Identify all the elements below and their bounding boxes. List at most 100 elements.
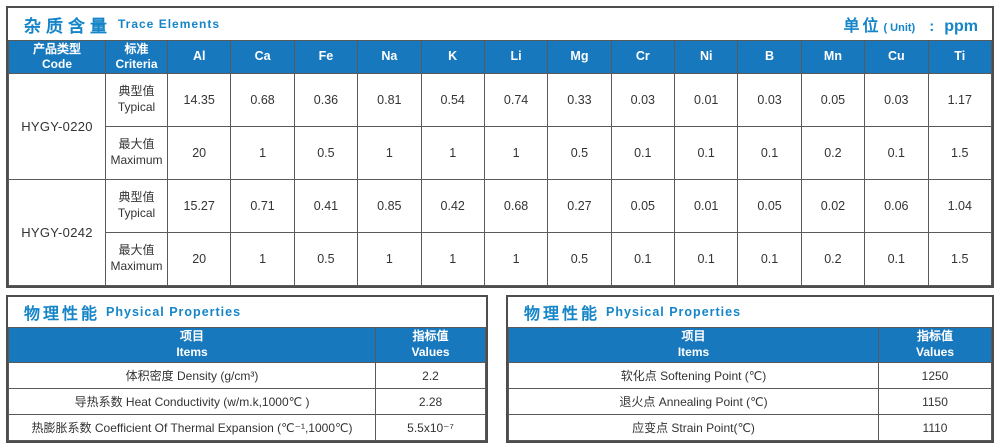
criteria-typical-en: Typical [117, 206, 156, 220]
physical-left-table: 项目 Items 指标值 Values 体积密度 Density (g/cm³)… [8, 327, 486, 441]
value-cell: 0.05 [610, 179, 676, 233]
column-header-element-mg: Mg [547, 40, 612, 74]
physical-left-titlebar: 物理性能 Physical Properties [8, 297, 486, 327]
criteria-maximum-en: Maximum [110, 153, 163, 167]
physical-right-table: 项目 Items 指标值 Values 软化点 Softening Point … [508, 327, 992, 441]
value-cell: 0.03 [610, 73, 676, 127]
criteria-typical-zh: 典型值 [118, 190, 155, 205]
value-cell: 0.68 [483, 179, 549, 233]
items-header-zh: 项目 [179, 329, 204, 344]
column-header-values: 指标值 Values [878, 327, 992, 363]
criteria-maximum-cell: 最大值 Maximum [105, 232, 168, 286]
value-cell: 1 [483, 232, 549, 286]
value-cell: 0.1 [737, 126, 802, 180]
table-row: 应变点 Strain Point(℃) 1110 [508, 414, 992, 441]
property-value-density: 2.2 [375, 362, 486, 389]
physical-right-title-en: Physical Properties [606, 305, 742, 319]
value-cell: 0.03 [864, 73, 929, 127]
property-item-heat-conductivity: 导热系数 Heat Conductivity (w/m.k,1000℃ ) [8, 388, 376, 415]
value-cell: 1.5 [927, 232, 992, 286]
trace-title-zh: 杂质含量 [24, 16, 112, 36]
physical-right-titlebar: 物理性能 Physical Properties [508, 297, 992, 327]
property-value-thermal-expansion: 5.5x10⁻⁷ [375, 414, 486, 441]
value-cell: 0.06 [864, 179, 929, 233]
product-code-hygy-0242: HYGY-0242 [8, 179, 106, 286]
value-cell: 0.41 [293, 179, 359, 233]
criteria-maximum-cell: 最大值 Maximum [105, 126, 168, 180]
property-item-thermal-expansion: 热膨胀系数 Coefficient Of Thermal Expansion (… [8, 414, 376, 441]
value-cell: 0.5 [547, 126, 612, 180]
value-cell: 0.02 [800, 179, 866, 233]
value-cell: 0.1 [737, 232, 802, 286]
value-cell: 0.05 [737, 179, 802, 233]
criteria-header-en: Criteria [115, 57, 158, 71]
value-cell: 1 [357, 126, 422, 180]
column-header-items: 项目 Items [8, 327, 376, 363]
value-cell: 0.1 [864, 232, 929, 286]
column-header-element-ti: Ti [927, 40, 992, 74]
property-item-density: 体积密度 Density (g/cm³) [8, 362, 376, 389]
unit-value: ppm [944, 18, 978, 35]
column-header-element-ni: Ni [673, 40, 739, 74]
value-cell: 0.36 [293, 73, 359, 127]
physical-left-header-row: 项目 Items 指标值 Values [8, 327, 486, 363]
physical-right-title-zh: 物理性能 [524, 306, 601, 323]
criteria-header-zh: 标准 [124, 42, 149, 56]
criteria-typical-en: Typical [117, 100, 156, 114]
column-header-element-ca: Ca [230, 40, 295, 74]
trace-elements-table: 产品类型 Code 标准 Criteria Al Ca Fe Na K Li M… [8, 40, 992, 286]
column-header-element-b: B [737, 40, 802, 74]
column-header-items: 项目 Items [508, 327, 879, 363]
criteria-maximum-en: Maximum [110, 259, 163, 273]
values-header-en: Values [915, 345, 955, 359]
value-cell: 0.81 [357, 73, 422, 127]
table-row: 体积密度 Density (g/cm³) 2.2 [8, 362, 486, 389]
value-cell: 0.74 [483, 73, 549, 127]
property-value-heat-conductivity: 2.28 [375, 388, 486, 415]
table-row: HYGY-0220 典型值 Typical 14.35 0.68 0.36 0.… [8, 73, 992, 180]
unit-label-zh: 单位 [843, 18, 882, 35]
physical-properties-left-section: 物理性能 Physical Properties 项目 Items 指标值 Va… [6, 295, 488, 443]
code-header-zh: 产品类型 [32, 42, 81, 56]
physical-left-title-en: Physical Properties [106, 305, 242, 319]
column-header-element-na: Na [357, 40, 422, 74]
trace-header-row: 产品类型 Code 标准 Criteria Al Ca Fe Na K Li M… [8, 40, 992, 74]
value-cell: 1.04 [927, 179, 992, 233]
items-header-en: Items [176, 345, 208, 359]
items-header-zh: 项目 [681, 329, 706, 344]
column-header-element-mn: Mn [800, 40, 866, 74]
value-cell: 1.17 [927, 73, 992, 127]
property-item-strain-point: 应变点 Strain Point(℃) [508, 414, 879, 441]
table-row: 导热系数 Heat Conductivity (w/m.k,1000℃ ) 2.… [8, 388, 486, 415]
criteria-maximum-zh: 最大值 [118, 137, 155, 152]
table-row: HYGY-0242 典型值 Typical 15.27 0.71 0.41 0.… [8, 179, 992, 286]
trace-elements-section: 杂质含量 Trace Elements 单位 ( Unit) : ppm 产品类… [6, 6, 994, 288]
value-cell: 0.01 [673, 179, 739, 233]
unit-label-en: ( Unit) [883, 22, 916, 34]
value-cell: 0.1 [864, 126, 929, 180]
property-value-softening-point: 1250 [878, 362, 992, 389]
column-header-element-k: K [420, 40, 485, 74]
value-cell: 0.1 [673, 232, 739, 286]
column-header-element-cu: Cu [864, 40, 929, 74]
value-cell: 1.5 [927, 126, 992, 180]
value-cell: 1 [230, 232, 295, 286]
value-cell: 0.33 [547, 73, 612, 127]
physical-right-header-row: 项目 Items 指标值 Values [508, 327, 992, 363]
column-header-element-li: Li [483, 40, 549, 74]
value-cell: 1 [357, 232, 422, 286]
table-row: 退火点 Annealing Point (℃) 1150 [508, 388, 992, 415]
table-row: 软化点 Softening Point (℃) 1250 [508, 362, 992, 389]
value-cell: 0.71 [230, 179, 295, 233]
value-cell: 20 [166, 232, 232, 286]
value-cell: 14.35 [166, 73, 232, 127]
column-header-element-fe: Fe [293, 40, 359, 74]
value-cell: 0.2 [800, 126, 866, 180]
value-cell: 0.68 [230, 73, 295, 127]
value-cell: 0.1 [610, 126, 676, 180]
unit-separator: : [929, 18, 935, 35]
unit-label: 单位 ( Unit) : ppm [843, 12, 978, 36]
physical-properties-right-section: 物理性能 Physical Properties 项目 Items 指标值 Va… [506, 295, 994, 443]
values-header-en: Values [411, 345, 450, 359]
value-cell: 0.5 [293, 126, 359, 180]
